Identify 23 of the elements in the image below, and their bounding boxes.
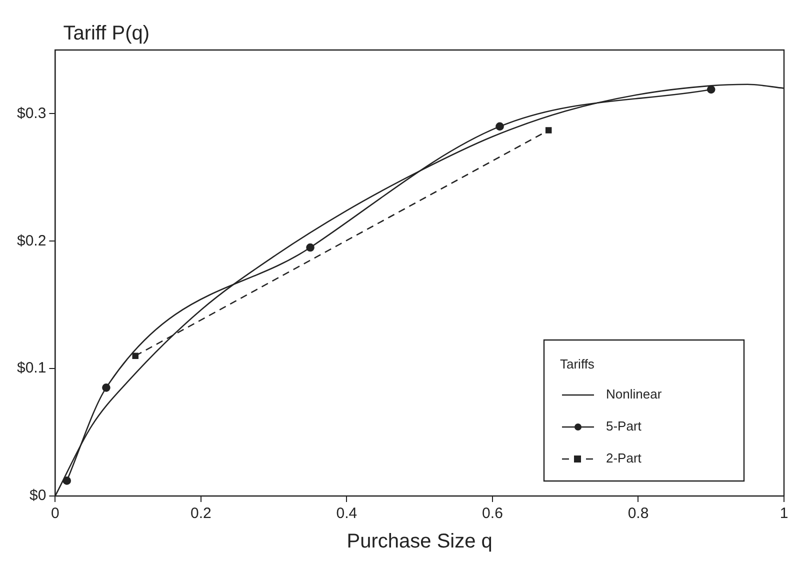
y-tick-label: $0	[30, 487, 46, 504]
y-tick-label: $0.3	[16, 104, 46, 122]
point	[62, 476, 72, 485]
point	[496, 122, 504, 131]
x-axis-title: Purchase Size q	[346, 530, 492, 553]
legend-label: Nonlinear	[606, 386, 662, 402]
y-tick-label: $0.2	[16, 232, 46, 250]
y-axis-title: Tariff P(q)	[63, 22, 150, 45]
x-tick-label: 0	[51, 505, 60, 522]
x-tick-label: 0.4	[336, 505, 358, 522]
point	[132, 352, 138, 359]
x-tick-label: 1	[780, 505, 788, 522]
y-tick-label: $0.1	[16, 360, 46, 377]
point	[102, 384, 110, 392]
x-tick-label: 0.2	[190, 505, 212, 522]
legend-label: 5-Part	[606, 418, 642, 434]
x-tick-label: 0.6	[482, 505, 503, 522]
point	[706, 85, 716, 94]
legend-title: Tariffs	[560, 356, 595, 372]
x-tick-label: 0.8	[628, 505, 649, 522]
point	[545, 127, 552, 134]
point	[306, 243, 314, 252]
legend-label: 2-Part	[606, 450, 642, 466]
